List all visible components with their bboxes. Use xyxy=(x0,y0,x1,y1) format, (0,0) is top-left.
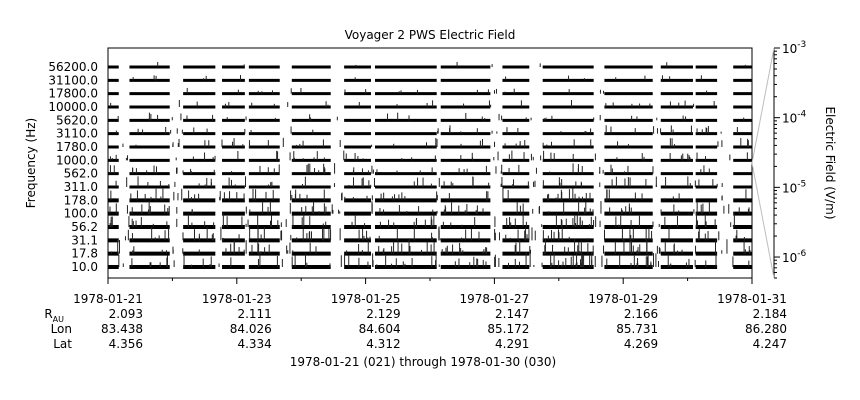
ephemeris-value: 4.334 xyxy=(237,337,271,351)
date-range-label: 1978-01-21 (021) through 1978-01-30 (030… xyxy=(290,355,556,369)
y-tick-labels: 56200.031100.017800.010000.05620.03110.0… xyxy=(48,60,98,274)
data-gap xyxy=(436,60,441,276)
ephemeris-value: 85.731 xyxy=(616,322,658,336)
y-tick-label: 31.1 xyxy=(71,233,98,247)
ephemeris-value: 2.111 xyxy=(237,307,271,321)
y-tick-label: 100.0 xyxy=(64,207,98,221)
plot-area xyxy=(107,47,753,279)
x-tick-label: 1978-01-25 xyxy=(331,292,401,306)
colorbar-tick-label: 10-6 xyxy=(782,249,807,265)
ephemeris-value: 4.356 xyxy=(109,337,143,351)
y-tick-label: 56200.0 xyxy=(48,60,98,74)
y-tick-label: 31100.0 xyxy=(48,73,98,87)
y-tick-label: 56.2 xyxy=(71,220,98,234)
x-tick-label: 1978-01-21 xyxy=(73,292,143,306)
colorbar-connector xyxy=(751,162,775,279)
data-gap xyxy=(717,60,734,276)
ephemeris-value: 83.438 xyxy=(101,322,143,336)
y-tick-label: 17800.0 xyxy=(48,87,98,101)
ephemeris-value: 2.129 xyxy=(366,307,400,321)
x-tick-label: 1978-01-27 xyxy=(460,292,530,306)
y-tick-label: 3110.0 xyxy=(56,127,98,141)
ephemeris-value: 4.291 xyxy=(495,337,529,351)
ephemeris-value: 4.247 xyxy=(753,337,787,351)
x-tick-label: 1978-01-23 xyxy=(202,292,272,306)
colorbar-tick-label: 10-3 xyxy=(782,40,806,56)
y-tick-label: 1000.0 xyxy=(56,153,98,167)
y-tick-label: 311.0 xyxy=(64,180,98,194)
y-tick-label: 1780.0 xyxy=(56,140,98,154)
colorbar: 10-3 10-4 10-5 10-6 xyxy=(751,40,807,279)
colorbar-tick-label: 10-5 xyxy=(782,179,806,195)
y-axis-label: Frequency (Hz) xyxy=(24,118,38,209)
data-gap xyxy=(370,60,375,276)
colorbar-connector xyxy=(751,47,775,164)
ephemeris-value: 2.147 xyxy=(495,307,529,321)
ephemeris-value: 4.269 xyxy=(624,337,658,351)
chart-title: Voyager 2 PWS Electric Field xyxy=(345,28,516,42)
ephemeris-value: 2.184 xyxy=(753,307,787,321)
ephemeris-value: 2.166 xyxy=(624,307,658,321)
ephem-label-lat: Lat xyxy=(53,337,72,351)
y-tick-label: 10000.0 xyxy=(48,100,98,114)
x-tick-label: 1978-01-29 xyxy=(588,292,658,306)
ephemeris-value: 84.604 xyxy=(359,322,401,336)
ephemeris-table: RAU Lon Lat 2.093 2.111 2.129 2.147 2.166 2.1… xyxy=(44,307,787,351)
ephemeris-value: 85.172 xyxy=(487,322,529,336)
ephemeris-value: 84.026 xyxy=(230,322,272,336)
colorbar-label: Electric Field (V/m) xyxy=(823,106,837,219)
ephemeris-value: 4.312 xyxy=(366,337,400,351)
data-gap xyxy=(692,60,696,276)
ephemeris-value: 2.093 xyxy=(109,307,143,321)
signal-spikes xyxy=(109,62,751,267)
ephem-label-lon: Lon xyxy=(51,322,72,336)
x-tick-label: 1978-01-31 xyxy=(717,292,787,306)
x-ticks: 1978-01-21 1978-01-23 1978-01-25 1978-01-27… xyxy=(73,278,787,306)
data-gap xyxy=(652,60,661,276)
y-tick-label: 178.0 xyxy=(64,193,98,207)
y-tick-label: 17.8 xyxy=(71,247,98,261)
y-tick-label: 562.0 xyxy=(64,167,98,181)
y-tick-label: 10.0 xyxy=(71,260,98,274)
data-gap xyxy=(244,60,249,276)
data-gap xyxy=(118,60,130,276)
data-gap xyxy=(330,60,345,276)
data-gap xyxy=(279,60,292,276)
data-gap xyxy=(593,60,605,276)
ephemeris-value: 86.280 xyxy=(745,322,787,336)
data-gap xyxy=(215,60,223,276)
colorbar-tick-label: 10-4 xyxy=(782,110,807,126)
y-tick-label: 5620.0 xyxy=(56,113,98,127)
ephem-label-r: RAU xyxy=(44,307,64,324)
